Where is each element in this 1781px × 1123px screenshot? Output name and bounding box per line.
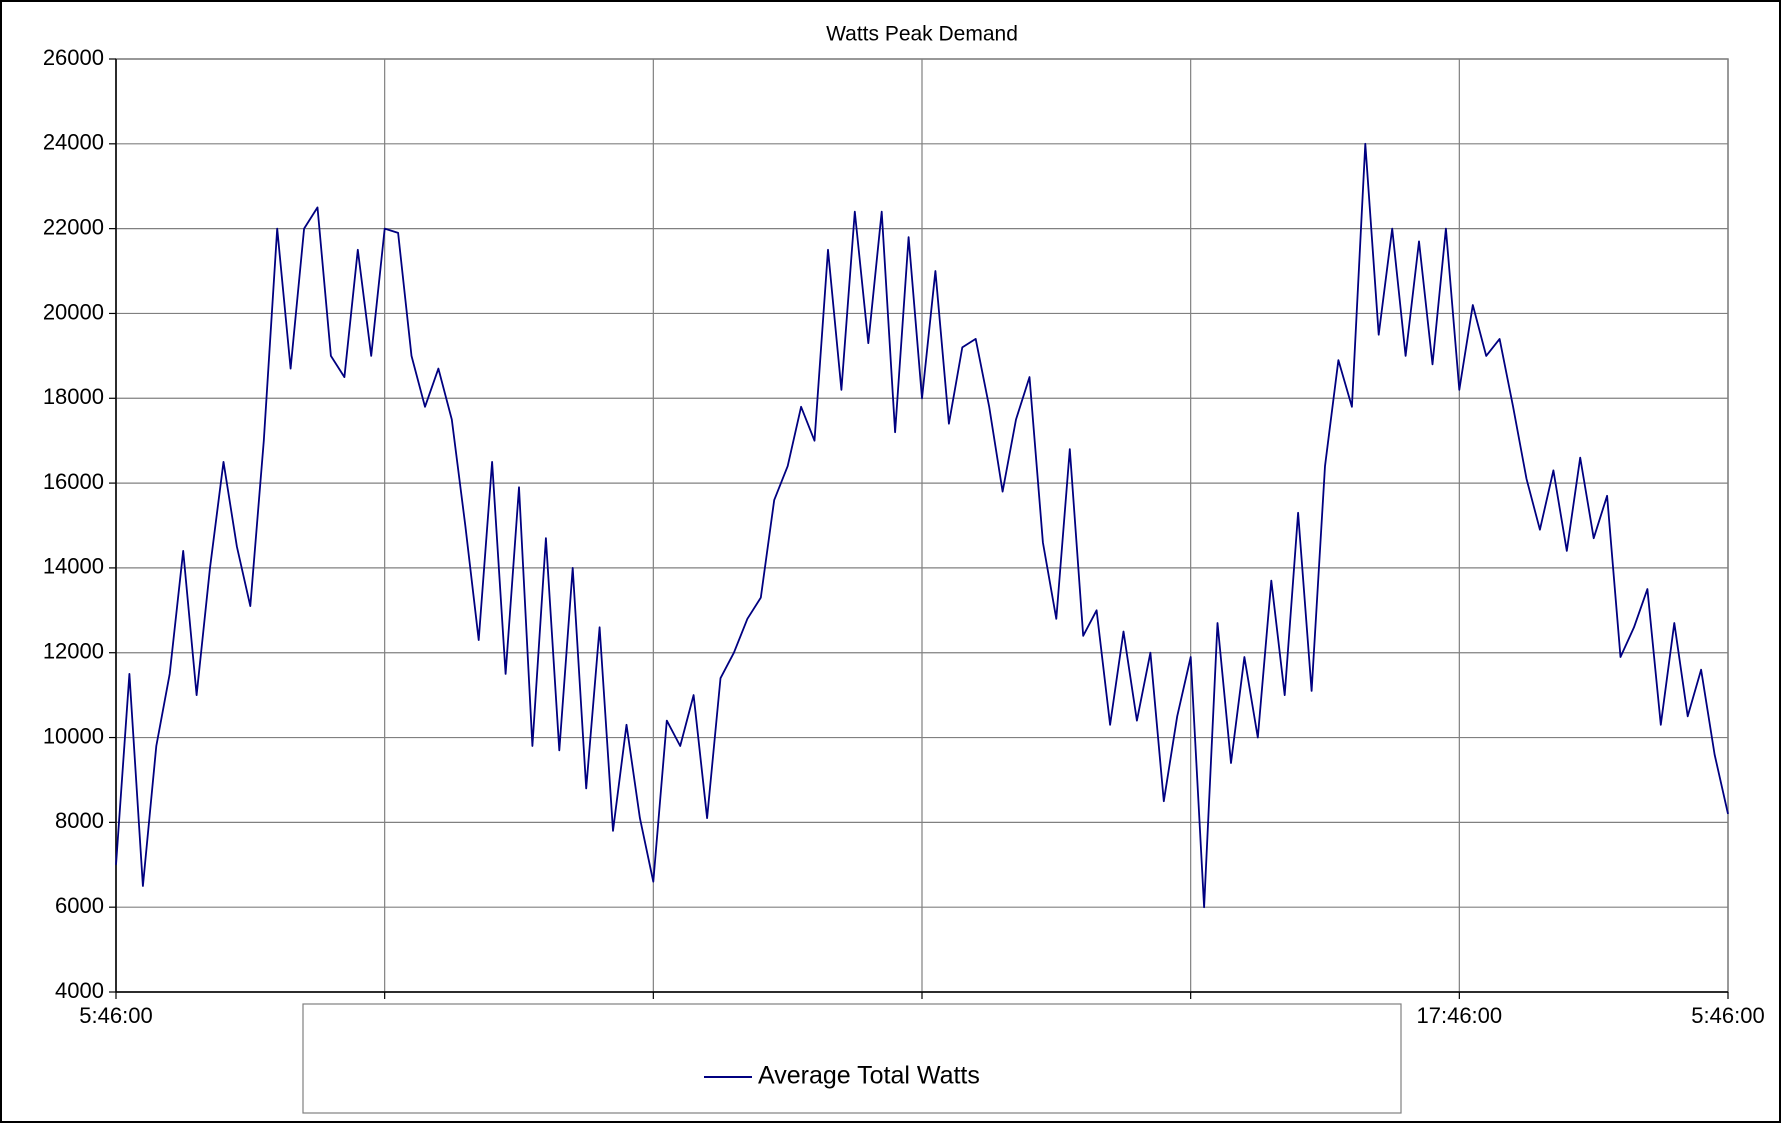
legend-box (302, 1003, 1402, 1114)
y-tick-label: 14000 (43, 554, 104, 579)
x-tick-label: 5:46:00 (79, 1003, 152, 1028)
y-tick-label: 4000 (55, 978, 104, 1003)
y-tick-label: 10000 (43, 723, 104, 748)
chart-title: Watts Peak Demand (826, 23, 1018, 46)
y-tick-label: 8000 (55, 808, 104, 833)
y-tick-label: 6000 (55, 893, 104, 918)
y-tick-label: 18000 (43, 384, 104, 409)
x-tick-label: 17:46:00 (1417, 1003, 1503, 1028)
legend-label: Average Total Watts (758, 1062, 980, 1090)
y-tick-label: 20000 (43, 299, 104, 324)
y-tick-label: 12000 (43, 639, 104, 664)
y-tick-label: 16000 (43, 469, 104, 494)
x-tick-label: 5:46:00 (1691, 1003, 1764, 1028)
y-tick-label: 24000 (43, 130, 104, 155)
data-line (115, 142, 1729, 909)
y-tick-label: 22000 (43, 214, 104, 239)
y-tick-label: 26000 (43, 45, 104, 70)
